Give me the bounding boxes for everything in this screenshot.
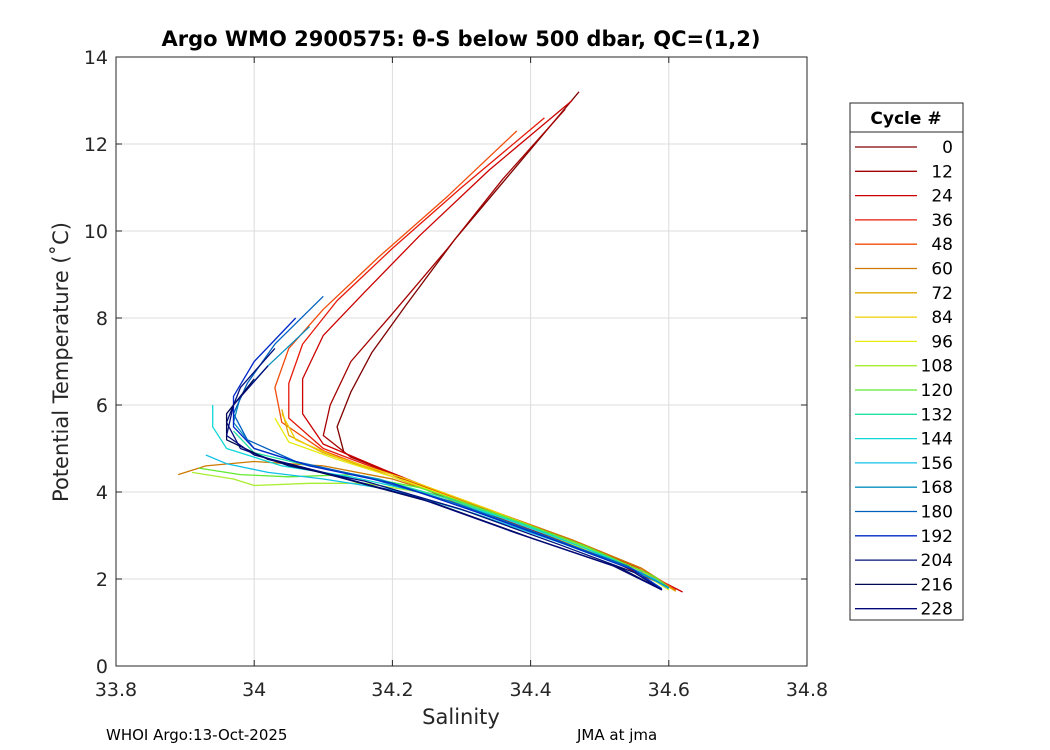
legend-label: 36 xyxy=(931,211,953,231)
legend-label: 132 xyxy=(921,405,953,425)
legend-label: 60 xyxy=(931,260,953,280)
legend-label: 168 xyxy=(921,478,953,498)
y-tick-label: 14 xyxy=(84,47,108,69)
legend-label: 120 xyxy=(921,381,953,401)
legend-title: Cycle # xyxy=(870,109,941,129)
legend-label: 24 xyxy=(931,187,953,207)
legend-label: 0 xyxy=(942,138,953,158)
legend-label: 192 xyxy=(921,527,953,547)
y-tick-label: 2 xyxy=(96,569,108,591)
legend-label: 48 xyxy=(931,235,953,255)
plot-area-frame xyxy=(115,56,808,667)
legend: Cycle # 0 12 24 36 48 60 72 84 96 108 120 132 144 156… xyxy=(849,102,964,621)
x-tick-label: 34.8 xyxy=(786,679,828,701)
axis-ticks: 33.8 34 34.2 34.4 34.6 34.8 0 2 4 6 8 10 12 14 xyxy=(84,47,828,701)
y-tick-label: 6 xyxy=(96,395,108,417)
plot-area-background xyxy=(116,57,807,666)
legend-label: 12 xyxy=(931,162,953,182)
series-line xyxy=(225,365,663,591)
footer-credit: JMA at jma xyxy=(577,726,658,744)
y-tick-label: 12 xyxy=(84,134,108,156)
legend-label: 204 xyxy=(921,551,953,571)
legend-box xyxy=(849,102,964,621)
y-tick-label: 0 xyxy=(96,656,108,678)
y-tick-label: 10 xyxy=(84,221,108,243)
legend-label: 156 xyxy=(921,454,953,474)
y-tick-label: 8 xyxy=(96,308,108,330)
x-tick-label: 34 xyxy=(242,679,266,701)
series-group xyxy=(178,91,683,593)
series-line xyxy=(178,460,677,592)
legend-label: 144 xyxy=(921,430,953,450)
chart-title: Argo WMO 2900575: θ-S below 500 dbar, QC… xyxy=(162,27,761,51)
legend-label: 84 xyxy=(931,308,953,328)
x-tick-label: 34.6 xyxy=(648,679,690,701)
legend-label: 108 xyxy=(921,357,953,377)
legend-label: 228 xyxy=(921,600,953,620)
x-axis-label: Salinity xyxy=(422,705,500,729)
legend-entries: 0 12 24 36 48 60 72 84 96 108 120 132 144 156 168 180 19… xyxy=(855,138,953,620)
x-tick-label: 34.4 xyxy=(509,679,551,701)
y-axis-label: Potential Temperature (˚C) xyxy=(49,222,73,502)
footer-source: WHOI Argo:13-Oct-2025 xyxy=(106,726,288,744)
x-tick-label: 34.2 xyxy=(371,679,413,701)
legend-label: 180 xyxy=(921,503,953,523)
legend-label: 96 xyxy=(931,332,953,352)
series-line xyxy=(198,467,670,589)
legend-label: 72 xyxy=(931,284,953,304)
series-line xyxy=(232,317,663,590)
y-tick-label: 4 xyxy=(96,482,108,504)
x-tick-label: 33.8 xyxy=(95,679,137,701)
legend-label: 216 xyxy=(921,575,953,595)
